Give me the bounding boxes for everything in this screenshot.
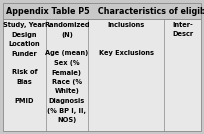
Text: (% BP I, II,: (% BP I, II,	[47, 107, 86, 113]
Text: Inclusions: Inclusions	[108, 22, 145, 28]
Text: (N): (N)	[61, 31, 73, 38]
Text: White): White)	[54, 88, 79, 94]
Text: Descr: Descr	[172, 31, 193, 38]
Text: Design: Design	[12, 31, 37, 38]
Text: Race (%: Race (%	[52, 79, 82, 85]
Text: Inter-: Inter-	[172, 22, 193, 28]
Text: Randomized: Randomized	[44, 22, 90, 28]
Text: Risk of: Risk of	[12, 70, 37, 75]
Text: PMID: PMID	[14, 98, 34, 104]
Text: Age (mean): Age (mean)	[45, 51, 89, 57]
Text: Bias: Bias	[16, 79, 32, 85]
Bar	[3, 3, 201, 19]
Text: Location: Location	[9, 41, 40, 47]
Text: Sex (%: Sex (%	[54, 60, 80, 66]
Text: Funder: Funder	[11, 51, 37, 57]
Text: Study, Year: Study, Year	[3, 22, 45, 28]
Text: Female): Female)	[52, 70, 82, 75]
Text: NOS): NOS)	[57, 117, 76, 123]
Text: Key Exclusions: Key Exclusions	[99, 51, 154, 57]
Bar	[3, 19, 201, 131]
Text: Appendix Table P5   Characteristics of eligible studies: som: Appendix Table P5 Characteristics of eli…	[6, 7, 204, 16]
Text: Diagnosis: Diagnosis	[49, 98, 85, 104]
